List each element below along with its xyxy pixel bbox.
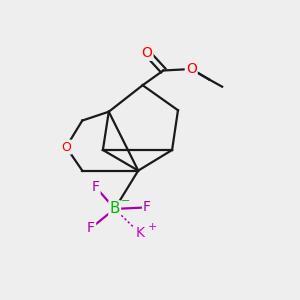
Text: B: B <box>110 201 120 216</box>
Text: O: O <box>61 141 71 154</box>
Text: F: F <box>87 221 95 235</box>
Text: K: K <box>135 226 144 240</box>
Text: F: F <box>92 180 100 194</box>
Text: +: + <box>147 222 157 232</box>
Text: −: − <box>121 196 130 206</box>
Text: F: F <box>143 200 151 214</box>
Text: O: O <box>142 46 152 60</box>
Text: O: O <box>186 62 197 76</box>
